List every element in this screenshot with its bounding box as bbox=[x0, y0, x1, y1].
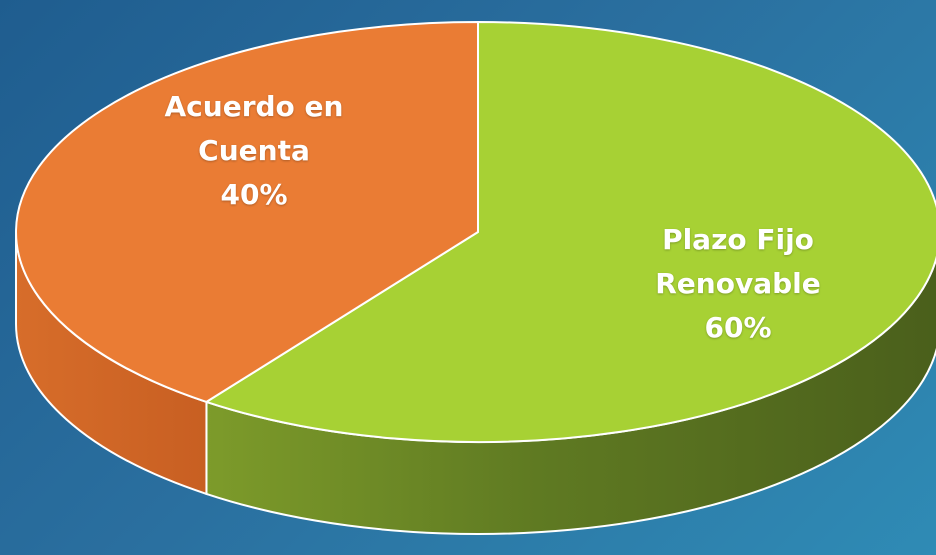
label-line-1: Plazo Fijo bbox=[662, 223, 814, 256]
data-label-acuerdo-en-cuenta: Acuerdo en Cuenta 40% bbox=[124, 85, 384, 217]
label-line-1: Acuerdo en bbox=[164, 90, 344, 123]
label-percent: 40% bbox=[220, 178, 288, 211]
pie-top bbox=[15, 21, 936, 443]
label-line-2: Renovable bbox=[655, 267, 821, 300]
data-label-plazo-fijo-renovable: Plazo Fijo Renovable 60% bbox=[608, 218, 868, 350]
label-percent: 60% bbox=[704, 311, 772, 344]
pie-slice-plazo-fijo-renovable bbox=[205, 21, 936, 443]
pie-slice-acuerdo-en-cuenta bbox=[15, 21, 479, 403]
label-line-2: Cuenta bbox=[198, 134, 310, 167]
